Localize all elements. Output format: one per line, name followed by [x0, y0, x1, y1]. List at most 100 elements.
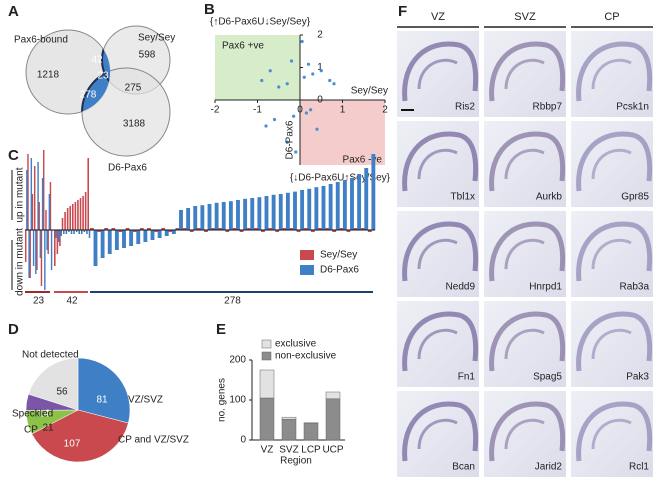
bar	[168, 230, 173, 232]
x-tick-label: VZ	[261, 445, 274, 456]
venn-count: 42	[91, 55, 103, 66]
bar	[239, 230, 244, 232]
y-tick-label: 0	[317, 95, 323, 106]
pie-slice	[31, 409, 129, 463]
bar	[90, 228, 94, 230]
legend-swatch	[261, 339, 272, 349]
point	[328, 78, 332, 83]
bar	[44, 230, 46, 290]
quadrant	[300, 100, 385, 165]
category-label: Speckled	[12, 409, 53, 420]
axis-label: Sey/Sey	[351, 86, 388, 97]
tissue-outline	[402, 401, 479, 462]
value-label: 14	[38, 409, 50, 420]
bar	[357, 174, 362, 230]
bar	[78, 230, 81, 234]
tissue-outline	[576, 131, 653, 192]
pie-slice	[28, 357, 79, 411]
venn-count: 278	[80, 90, 97, 101]
bar	[132, 230, 137, 232]
bar	[293, 191, 297, 230]
bar	[79, 198, 82, 230]
bar	[43, 150, 45, 230]
bar	[232, 228, 237, 230]
set-label: {↓D6-Pax6U↑Sey/Sey}	[290, 173, 391, 184]
tissue-outline	[489, 221, 566, 282]
quadrant	[215, 35, 300, 100]
bar	[60, 230, 63, 236]
bar	[72, 204, 74, 230]
legend-label: Sey/Sey	[320, 250, 357, 261]
quadrant-label: Pax6 +ve	[222, 41, 264, 52]
tissue-outline	[576, 311, 653, 372]
axis-label: no. genes	[217, 378, 228, 422]
bar	[41, 178, 44, 230]
tissue-fold	[417, 58, 458, 90]
category-label: CP and VZ/SVZ	[118, 435, 189, 446]
bar	[207, 204, 212, 230]
bar	[39, 230, 42, 258]
group-label: 42	[66, 296, 78, 307]
bar	[122, 230, 126, 248]
group-label: 278	[224, 296, 241, 307]
bar	[328, 184, 333, 230]
bar	[107, 230, 112, 254]
bar	[243, 198, 248, 230]
tissue-outline	[489, 41, 566, 102]
bar	[236, 200, 240, 230]
bar	[81, 230, 83, 234]
bar	[164, 230, 169, 236]
bar	[285, 192, 290, 230]
bar	[296, 230, 301, 232]
bar	[171, 230, 176, 234]
bar	[278, 194, 283, 230]
bar	[100, 230, 105, 258]
bar	[189, 230, 194, 232]
y-tick-label: 0	[240, 435, 246, 446]
bar	[225, 230, 230, 232]
gene-label: Aurkb	[536, 192, 563, 203]
bar	[55, 230, 57, 238]
point	[319, 69, 323, 73]
bar	[25, 230, 27, 262]
bar	[271, 194, 276, 230]
bar	[257, 197, 262, 230]
tissue-fold	[504, 328, 545, 360]
bar	[346, 230, 351, 232]
venn-count: 1218	[37, 70, 60, 81]
bar	[150, 230, 155, 240]
tissue-outline	[402, 131, 479, 192]
point	[304, 111, 308, 115]
bar	[63, 230, 65, 234]
tissue-fold	[417, 238, 458, 270]
bar	[40, 230, 43, 286]
tissue-outline	[489, 401, 566, 462]
column-header: SVZ	[514, 11, 536, 23]
bar	[32, 230, 35, 266]
legend-label: exclusive	[275, 339, 317, 350]
bar	[75, 230, 78, 232]
bar	[300, 190, 305, 230]
bar	[339, 228, 344, 230]
bar	[193, 206, 198, 230]
point	[268, 69, 272, 73]
bar	[61, 218, 64, 230]
bar	[65, 230, 68, 234]
tissue-outline	[576, 221, 653, 282]
bar	[37, 162, 39, 230]
column-header: CP	[604, 11, 619, 23]
bar	[161, 228, 166, 230]
bar	[281, 418, 297, 441]
bar	[350, 178, 354, 230]
bar	[136, 230, 141, 244]
y-tick-label: 100	[229, 395, 246, 406]
legend-label: non-exclusive	[275, 351, 337, 362]
axis-label: up in mutant	[15, 167, 26, 222]
legend-label: D6-Pax6	[320, 265, 359, 276]
value-label: 107	[64, 439, 81, 450]
bar	[214, 202, 219, 230]
set-label: Sey/Sey	[138, 33, 175, 44]
bar	[111, 228, 116, 230]
bar	[360, 228, 365, 230]
